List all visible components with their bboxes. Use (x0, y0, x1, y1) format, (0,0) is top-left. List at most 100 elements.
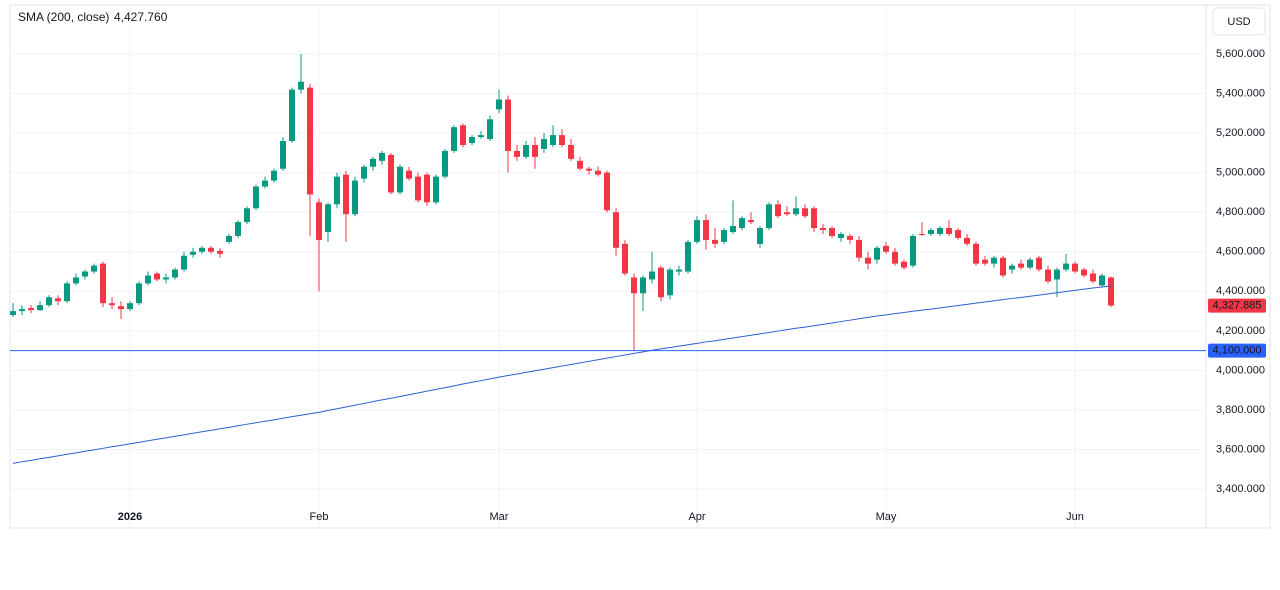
y-tick-label: 4,000.000 (1216, 364, 1265, 376)
candle-body (352, 180, 358, 215)
candle-body (271, 170, 277, 181)
candle-body (415, 176, 421, 201)
candle-body (784, 212, 790, 215)
candle-body (226, 235, 232, 242)
candle-body (838, 233, 844, 238)
candle-body (955, 230, 961, 238)
candle-body (559, 135, 565, 145)
candle-body (721, 230, 727, 242)
candle-body (469, 137, 475, 144)
candle-body (748, 220, 754, 223)
candle-body (487, 119, 493, 140)
y-tick-label: 3,600.000 (1216, 443, 1265, 455)
y-tick-label: 5,400.000 (1216, 87, 1265, 99)
y-tick-label: 5,600.000 (1216, 48, 1265, 60)
candle-body (1090, 273, 1096, 282)
candle-body (739, 218, 745, 229)
candle-body (208, 247, 214, 252)
candle-body (568, 144, 574, 159)
candle-body (1018, 263, 1024, 268)
x-tick-label: May (876, 511, 897, 523)
candle-body (595, 170, 601, 175)
candle-body (64, 283, 70, 302)
candle-body (325, 204, 331, 232)
y-tick-label: 4,600.000 (1216, 246, 1265, 258)
candle-body (523, 144, 529, 157)
candle-body (514, 150, 520, 157)
candle-body (343, 174, 349, 215)
candle-body (964, 237, 970, 244)
candle-body (604, 172, 610, 211)
candle-body (361, 166, 367, 179)
candle-body (685, 241, 691, 272)
x-tick-label: Feb (310, 511, 329, 523)
candle-body (91, 265, 97, 272)
candle-body (1072, 263, 1078, 272)
candle-body (928, 230, 934, 234)
candle-body (244, 208, 250, 223)
candle-body (649, 271, 655, 280)
candle-body (280, 141, 286, 169)
candle-body (190, 251, 196, 255)
candle-body (919, 233, 925, 235)
candle-body (163, 277, 169, 280)
candle-body (901, 261, 907, 268)
candle-body (496, 99, 502, 110)
candle-body (172, 269, 178, 278)
candle-body (298, 81, 304, 90)
candle-body (1000, 257, 1006, 276)
candle-body (253, 186, 259, 209)
candle-body (631, 277, 637, 294)
candle-body (118, 306, 124, 310)
candle-body (847, 235, 853, 240)
candle-body (856, 239, 862, 258)
candle-body (127, 303, 133, 310)
candle-body (757, 228, 763, 244)
candle-body (730, 226, 736, 232)
candle-body (289, 89, 295, 142)
candle-body (892, 251, 898, 264)
candle-body (19, 309, 25, 312)
candle-body (1108, 277, 1114, 306)
candle-body (829, 228, 835, 236)
candle-body (613, 212, 619, 248)
hline-tag-label: 4,100.000 (1213, 345, 1262, 357)
candle-body (811, 208, 817, 229)
currency-label[interactable]: USD (1227, 16, 1250, 28)
currency-button[interactable] (1212, 7, 1266, 36)
candle-body (712, 239, 718, 244)
candle-body (550, 135, 556, 145)
sma-line (12, 285, 1112, 464)
candle-body (505, 99, 511, 151)
candle-body (316, 202, 322, 240)
x-tick-label: Jun (1066, 511, 1084, 523)
y-tick-label: 4,800.000 (1216, 206, 1265, 218)
candle-body (370, 158, 376, 167)
candle-body (307, 87, 313, 195)
candle-body (1045, 269, 1051, 282)
candle-body (532, 144, 538, 157)
candle-body (109, 303, 115, 306)
candle-body (100, 263, 106, 304)
candle-body (1081, 269, 1087, 276)
candle-body (667, 269, 673, 296)
candle-body (991, 257, 997, 264)
candle-body (946, 228, 952, 234)
x-tick-label: Apr (688, 511, 705, 523)
candle-body (1027, 259, 1033, 268)
candle-body (262, 180, 268, 187)
candle-body (775, 204, 781, 217)
last-price-label: 4,327.885 (1213, 299, 1262, 311)
candle-body (379, 152, 385, 161)
y-tick-label: 5,000.000 (1216, 167, 1265, 179)
candle-body (703, 220, 709, 240)
candle-body (424, 174, 430, 203)
y-tick-label: 4,400.000 (1216, 285, 1265, 297)
candle-body (397, 166, 403, 193)
candle-body (433, 176, 439, 203)
last-price-tag (1208, 298, 1266, 313)
candle-body (640, 277, 646, 294)
candle-body (388, 154, 394, 193)
